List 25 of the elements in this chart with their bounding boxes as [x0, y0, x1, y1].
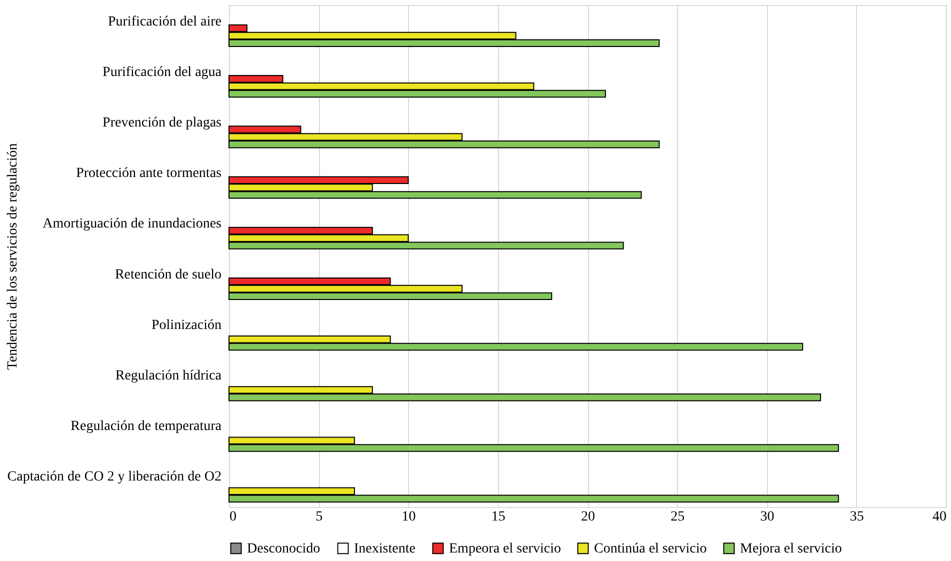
y-tick-label: Regulación de temperatura	[70, 419, 222, 434]
x-tick-label: 10	[402, 510, 416, 524]
legend-label: Mejora el servicio	[740, 541, 842, 556]
legend-label: Continúa el servicio	[594, 541, 707, 556]
x-tick-label: 35	[850, 510, 864, 524]
x-tick-label: 40	[932, 510, 946, 524]
x-tick-label: 30	[760, 510, 774, 524]
y-axis-title: Tendencia de los servicios de regulación	[6, 143, 20, 370]
legend-label: Inexistente	[354, 541, 416, 556]
legend-label: Empeora el servicio	[449, 541, 561, 556]
x-tick-label: 15	[491, 510, 506, 524]
y-tick-label: Purificación del agua	[102, 64, 222, 80]
y-tick-label: Captación de CO 2 y liberación de O2	[7, 470, 222, 485]
y-tick-label: Protección ante tormentas	[76, 166, 222, 182]
y-tick-label: Prevención de plagas	[102, 115, 222, 130]
y-tick-label: Purificación del aire	[108, 14, 222, 30]
x-tick-label: 0	[230, 510, 236, 524]
y-tick-label: Regulación hídrica	[115, 368, 222, 384]
y-tick-label: Polinización	[152, 318, 222, 333]
x-tick-label: 20	[581, 510, 595, 524]
x-tick-label: 5	[316, 510, 323, 524]
x-tick-label: 25	[670, 510, 685, 524]
y-tick-label: Retención de suelo	[114, 267, 222, 282]
y-tick-label: Amortiguación de inundaciones	[42, 216, 222, 232]
legend-label: Desconocido	[247, 541, 320, 556]
